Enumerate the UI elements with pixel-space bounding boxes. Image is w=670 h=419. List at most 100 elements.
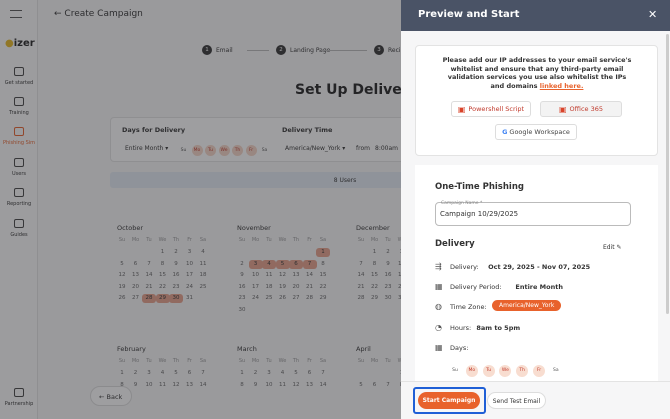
tz-select[interactable]: America/New_York ▾ — [285, 145, 346, 152]
day-cell[interactable]: 26 — [118, 295, 126, 301]
day-cell[interactable]: 4 — [160, 370, 165, 376]
day-cell[interactable]: 13 — [132, 272, 139, 278]
nav-item[interactable]: Reporting — [6, 201, 32, 207]
day-cell[interactable]: 10 — [186, 260, 193, 267]
weekday-chip[interactable]: Su — [180, 148, 187, 153]
nav-item[interactable]: Guides — [10, 232, 28, 238]
day-cell[interactable]: 20 — [292, 283, 300, 290]
day-cell[interactable]: 19 — [279, 283, 286, 290]
day-cell[interactable]: 23 — [238, 295, 246, 301]
day-cell[interactable]: 8 — [240, 381, 244, 388]
day-cell[interactable]: 7 — [386, 381, 390, 388]
day-cell[interactable]: 27 — [132, 295, 139, 301]
day-cell[interactable]: 5 — [359, 381, 363, 388]
day-cell[interactable]: 9 — [253, 381, 258, 388]
nav-item[interactable]: Users — [11, 171, 26, 177]
day-cell[interactable]: 7 — [359, 260, 363, 267]
office-button[interactable]: ▣ Office 365 — [540, 101, 622, 117]
day-cell[interactable]: 8 — [160, 260, 165, 267]
day-cell[interactable]: 3 — [187, 249, 192, 255]
nav-item[interactable]: Phishing Sim — [2, 140, 36, 146]
day-cell[interactable]: 19 — [118, 283, 126, 290]
nav-item[interactable]: Get started — [4, 80, 34, 86]
day-cell[interactable]: 7 — [321, 370, 325, 376]
weekday-chip[interactable]: Fr — [245, 145, 257, 156]
day-cell[interactable]: 23 — [384, 283, 392, 290]
day-cell[interactable]: 4 — [280, 370, 285, 376]
select[interactable]: Entire Month ▾ — [125, 145, 169, 152]
weekday-chip[interactable]: Tu — [205, 145, 216, 156]
weekday-chip[interactable]: Th — [232, 145, 243, 156]
day-cell[interactable]: 27 — [292, 295, 300, 301]
day-cell[interactable]: 8 — [321, 260, 325, 267]
day-cell[interactable]: 7 — [201, 370, 205, 376]
day-cell[interactable]: 31 — [186, 295, 193, 301]
day-cell[interactable]: 2 — [133, 370, 138, 376]
day-cell[interactable]: 21 — [357, 283, 365, 290]
day-cell[interactable]: 9 — [240, 272, 244, 278]
day-cell[interactable]: 10 — [145, 381, 153, 388]
day-cell[interactable]: 13 — [306, 381, 313, 388]
nav-item[interactable]: Partnership — [4, 401, 34, 407]
day-cell[interactable]: 7 — [147, 260, 151, 267]
day-cell[interactable]: 1 — [240, 370, 244, 376]
day-cell[interactable]: 17 — [252, 283, 259, 290]
day-cell[interactable]: 3 — [267, 370, 271, 376]
day-cell[interactable]: 29 — [319, 295, 327, 301]
day-cell[interactable]: 10 — [265, 381, 273, 388]
day-cell[interactable]: 25 — [199, 283, 207, 290]
start-button[interactable]: Start Campaign — [418, 392, 480, 409]
day-cell[interactable]: 15 — [159, 272, 166, 278]
day-cell[interactable]: 2 — [253, 370, 258, 376]
day-cell[interactable]: 5 — [174, 370, 178, 376]
day-cell[interactable]: 1 — [316, 248, 330, 257]
day-cell[interactable]: 9 — [174, 260, 178, 267]
day-cell[interactable]: 2 — [174, 249, 178, 255]
day-cell[interactable]: 11 — [265, 272, 273, 278]
day-cell[interactable]: 11 — [279, 381, 286, 388]
day-cell[interactable]: 21 — [306, 283, 313, 290]
day-cell[interactable]: 24 — [252, 295, 259, 301]
edit-button[interactable]: Edit ✎ — [603, 244, 622, 251]
day-cell[interactable]: 18 — [199, 272, 207, 278]
weekday-chip[interactable]: Mo — [191, 145, 203, 156]
day-cell[interactable]: 24 — [186, 283, 193, 290]
day-cell[interactable]: 13 — [186, 381, 193, 388]
day-cell[interactable]: 6 — [289, 259, 303, 269]
day-cell[interactable]: 14 — [357, 272, 365, 278]
day-cell[interactable]: 5 — [120, 260, 124, 267]
script-button[interactable]: ▣ Powershell Script — [451, 101, 531, 117]
google-button[interactable]: G Google Workspace — [495, 124, 577, 140]
day-cell[interactable]: 20 — [132, 283, 139, 290]
day-cell[interactable]: 28 — [142, 294, 156, 303]
day-cell[interactable]: 18 — [265, 283, 273, 290]
day-cell[interactable]: 1 — [160, 249, 165, 255]
day-cell[interactable]: 2 — [386, 249, 390, 255]
day-cell[interactable]: 15 — [319, 272, 327, 278]
day-cell[interactable]: 26 — [279, 295, 286, 301]
day-cell[interactable]: 16 — [384, 272, 392, 278]
day-cell[interactable]: 1 — [372, 249, 377, 255]
day-cell[interactable]: 6 — [187, 370, 192, 376]
weekday-chip[interactable]: We — [218, 145, 230, 156]
day-cell[interactable]: 11 — [199, 260, 207, 267]
day-cell[interactable]: 12 — [292, 381, 300, 388]
day-cell[interactable]: 7 — [302, 259, 317, 269]
close-button[interactable]: ✕ — [648, 8, 658, 21]
day-cell[interactable]: 14 — [319, 381, 327, 388]
day-cell[interactable]: 4 — [262, 259, 276, 269]
day-cell[interactable]: 12 — [118, 272, 126, 278]
day-cell[interactable]: 5 — [275, 259, 290, 269]
day-cell[interactable]: 16 — [172, 272, 180, 278]
day-cell[interactable]: 29 — [155, 294, 170, 303]
day-cell[interactable]: 6 — [133, 260, 138, 267]
day-cell[interactable]: 10 — [252, 272, 259, 278]
nav-item[interactable]: Training — [9, 110, 29, 116]
day-cell[interactable]: 3 — [248, 259, 263, 269]
back-button[interactable]: ← Back — [90, 386, 132, 406]
day-cell[interactable]: 5 — [294, 370, 298, 376]
day-cell[interactable]: 16 — [238, 283, 246, 290]
weekday-chip[interactable]: Sa — [261, 148, 268, 153]
day-cell[interactable]: 13 — [292, 272, 300, 278]
day-cell[interactable]: 14 — [306, 272, 313, 278]
